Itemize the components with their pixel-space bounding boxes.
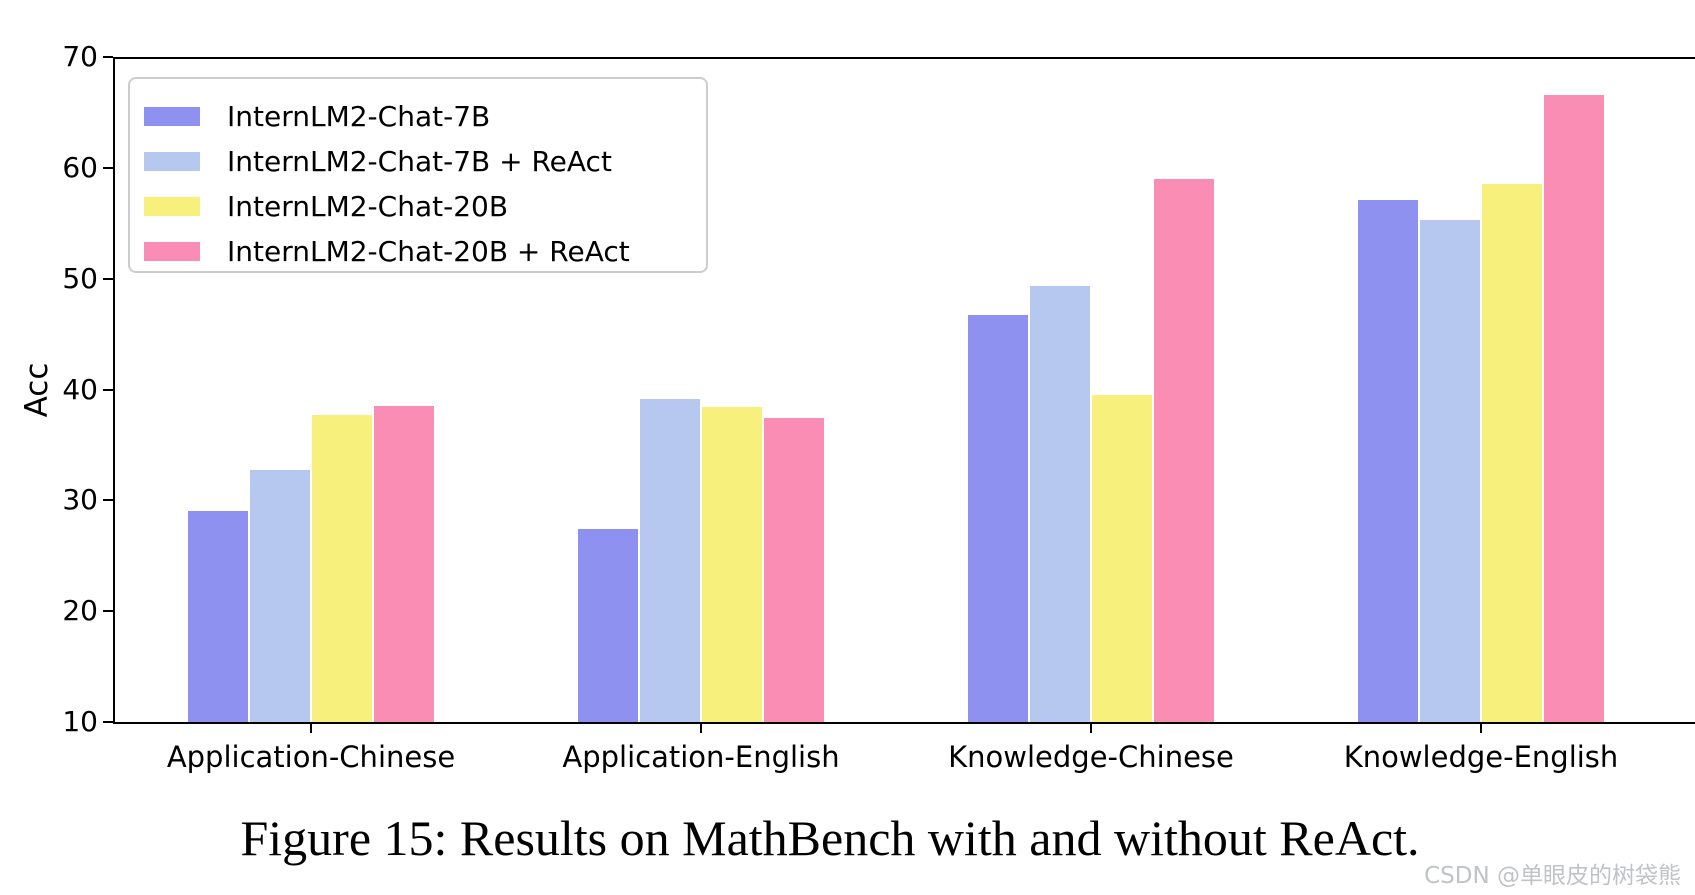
bar [764, 418, 824, 722]
bar [312, 414, 372, 722]
y-tick-mark [103, 166, 113, 169]
x-tick-mark [1480, 724, 1482, 733]
bar [702, 407, 762, 722]
figure-caption: Figure 15: Results on MathBench with and… [240, 810, 1420, 866]
legend: InternLM2-Chat-7B InternLM2-Chat-7B + ReA… [128, 77, 708, 273]
bar [1544, 94, 1604, 722]
bar [1482, 184, 1542, 722]
x-tick-mark [310, 724, 312, 733]
legend-swatch [144, 197, 200, 216]
legend-item: InternLM2-Chat-20B + ReAct [130, 229, 706, 274]
bar [188, 511, 248, 722]
y-tick-mark [103, 388, 113, 391]
y-tick-mark [103, 499, 113, 502]
legend-item: InternLM2-Chat-20B [130, 184, 706, 229]
legend-item: InternLM2-Chat-7B [130, 94, 706, 139]
y-tick-label: 50 [62, 261, 98, 295]
x-tick-mark [700, 724, 702, 733]
bar [640, 399, 700, 722]
x-category-label: Knowledge-Chinese [948, 740, 1234, 774]
x-axis-line [113, 722, 1695, 724]
bar [1154, 178, 1214, 722]
legend-swatch [144, 152, 200, 171]
x-tick-mark [1090, 724, 1092, 733]
bar [968, 315, 1028, 722]
bar [578, 529, 638, 722]
legend-label: InternLM2-Chat-7B + ReAct [227, 145, 612, 178]
y-tick-label: 60 [62, 150, 98, 184]
bar [1420, 219, 1480, 722]
y-tick-mark [103, 721, 113, 723]
y-tick-mark [103, 610, 113, 613]
y-tick-label: 40 [62, 372, 98, 406]
legend-label: InternLM2-Chat-7B [227, 100, 491, 133]
legend-swatch [144, 107, 200, 126]
legend-item: InternLM2-Chat-7B + ReAct [130, 139, 706, 184]
bar [250, 470, 310, 722]
bar [1030, 286, 1090, 722]
y-tick-label: 20 [62, 594, 98, 628]
legend-label: InternLM2-Chat-20B + ReAct [227, 235, 630, 268]
legend-label: InternLM2-Chat-20B [227, 190, 509, 223]
bar [1358, 199, 1418, 722]
legend-swatch [144, 242, 200, 261]
y-axis-line [113, 57, 115, 724]
bar [1092, 395, 1152, 722]
y-tick-mark [103, 277, 113, 280]
x-category-label: Application-English [562, 740, 840, 774]
bar [374, 406, 434, 722]
y-tick-label: 70 [62, 40, 98, 73]
y-tick-label: 30 [62, 483, 98, 517]
watermark: CSDN @单眼皮的树袋熊 [1424, 863, 1681, 889]
x-category-label: Knowledge-English [1343, 740, 1619, 774]
y-tick-label: 10 [62, 705, 98, 738]
y-tick-mark [103, 56, 113, 58]
top-spine [113, 57, 1695, 59]
x-category-label: Application-Chinese [166, 740, 456, 774]
